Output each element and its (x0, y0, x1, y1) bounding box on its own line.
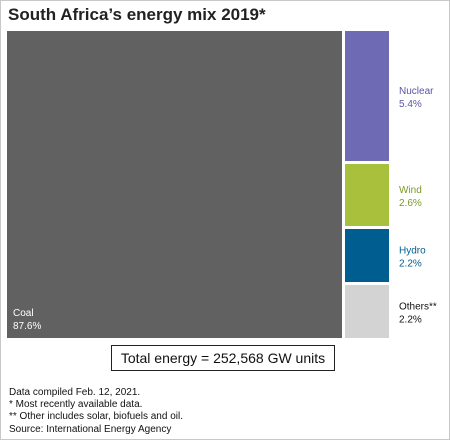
treemap-chart: Coal 87.6% Nuclear 5.4% Wind 2.6% Hydro 2.2% Oth… (7, 31, 437, 338)
footnote-source: Source: International Energy Agency (9, 423, 172, 435)
treemap-cell-others (345, 285, 389, 338)
treemap-cell-nuclear (345, 31, 389, 161)
value-label-wind: 2.6% (399, 198, 422, 209)
treemap-cell-hydro (345, 229, 389, 282)
total-energy-label: Total energy = 252,568 GW units (111, 345, 335, 371)
footnote-others: ** Other includes solar, biofuels and oi… (9, 411, 183, 423)
label-others: Others** (399, 302, 437, 313)
label-wind: Wind (399, 185, 422, 196)
treemap-cell-coal (7, 31, 342, 338)
value-label-others: 2.2% (399, 315, 422, 326)
footnote-date: Data compiled Feb. 12, 2021. (9, 387, 141, 398)
label-coal: Coal (13, 308, 34, 319)
value-label-nuclear: 5.4% (399, 99, 422, 110)
value-label-hydro: 2.2% (399, 259, 422, 270)
footnote-recent: * Most recently available data. (9, 399, 143, 411)
treemap-cell-wind (345, 164, 389, 226)
footnotes: Data compiled Feb. 12, 2021. * Most rece… (9, 387, 183, 436)
label-hydro: Hydro (399, 246, 426, 257)
value-label-coal: 87.6% (13, 321, 41, 332)
label-nuclear: Nuclear (399, 86, 434, 97)
chart-title: South Africa’s energy mix 2019* (8, 5, 266, 24)
